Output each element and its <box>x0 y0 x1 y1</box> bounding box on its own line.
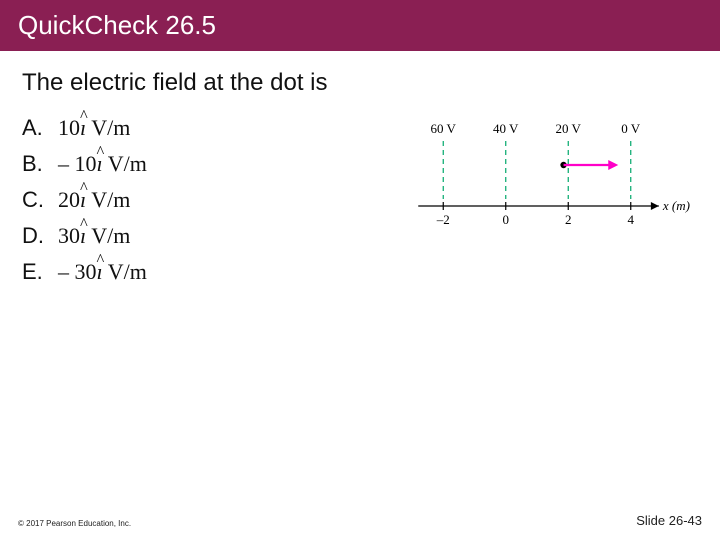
svg-text:–2: –2 <box>436 212 450 227</box>
option-letter: B. <box>22 151 58 177</box>
question-text: The electric field at the dot is <box>22 69 698 97</box>
svg-text:2: 2 <box>565 212 572 227</box>
svg-text:40 V: 40 V <box>493 121 519 136</box>
option-value: 30ı V/m <box>58 223 130 249</box>
option-value: – 10ı V/m <box>58 151 147 177</box>
svg-text:0 V: 0 V <box>621 121 641 136</box>
svg-text:x (m): x (m) <box>662 198 690 213</box>
content-area: The electric field at the dot is A. 10ı … <box>0 51 720 313</box>
copyright-text: © 2017 Pearson Education, Inc. <box>18 519 131 528</box>
slide-title: QuickCheck 26.5 <box>0 0 720 51</box>
option-letter: E. <box>22 259 58 285</box>
option-value: – 30ı V/m <box>58 259 147 285</box>
svg-text:20 V: 20 V <box>556 121 582 136</box>
option-value: 10ı V/m <box>58 115 130 141</box>
svg-text:4: 4 <box>628 212 635 227</box>
option-value: 20ı V/m <box>58 187 130 213</box>
svg-text:60 V: 60 V <box>431 121 457 136</box>
option-letter: C. <box>22 187 58 213</box>
slide-number: Slide 26-43 <box>636 513 702 528</box>
option-e: E. – 30ı V/m <box>22 259 698 285</box>
svg-text:0: 0 <box>503 212 510 227</box>
field-diagram: 60 V 40 V 20 V 0 V x (m) –2 0 2 4 <box>392 111 702 261</box>
slide-root: QuickCheck 26.5 The electric field at th… <box>0 0 720 540</box>
option-letter: D. <box>22 223 58 249</box>
option-letter: A. <box>22 115 58 141</box>
